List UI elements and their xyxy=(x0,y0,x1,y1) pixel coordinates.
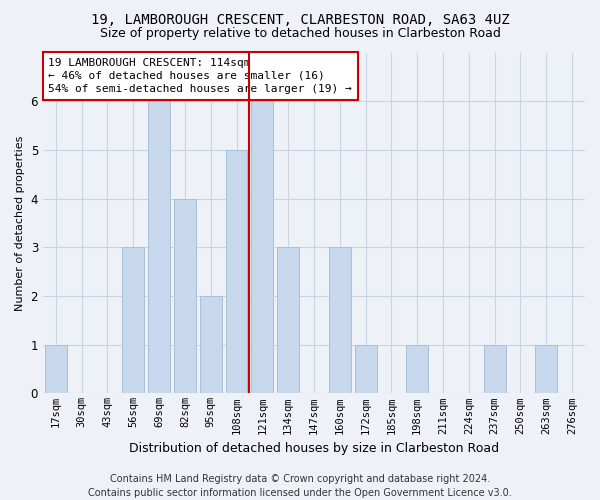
Bar xyxy=(45,344,67,394)
Bar xyxy=(174,198,196,394)
Bar xyxy=(329,248,351,394)
Bar xyxy=(148,101,170,394)
Y-axis label: Number of detached properties: Number of detached properties xyxy=(15,136,25,310)
Text: Size of property relative to detached houses in Clarbeston Road: Size of property relative to detached ho… xyxy=(100,28,500,40)
Text: 19, LAMBOROUGH CRESCENT, CLARBESTON ROAD, SA63 4UZ: 19, LAMBOROUGH CRESCENT, CLARBESTON ROAD… xyxy=(91,12,509,26)
Text: Contains HM Land Registry data © Crown copyright and database right 2024.
Contai: Contains HM Land Registry data © Crown c… xyxy=(88,474,512,498)
Bar xyxy=(122,248,144,394)
Bar xyxy=(226,150,247,394)
Text: 19 LAMBOROUGH CRESCENT: 114sqm
← 46% of detached houses are smaller (16)
54% of : 19 LAMBOROUGH CRESCENT: 114sqm ← 46% of … xyxy=(49,58,352,94)
Bar xyxy=(251,101,274,394)
X-axis label: Distribution of detached houses by size in Clarbeston Road: Distribution of detached houses by size … xyxy=(129,442,499,455)
Bar xyxy=(277,248,299,394)
Bar xyxy=(406,344,428,394)
Bar xyxy=(535,344,557,394)
Bar xyxy=(355,344,377,394)
Bar xyxy=(200,296,221,394)
Bar xyxy=(484,344,506,394)
